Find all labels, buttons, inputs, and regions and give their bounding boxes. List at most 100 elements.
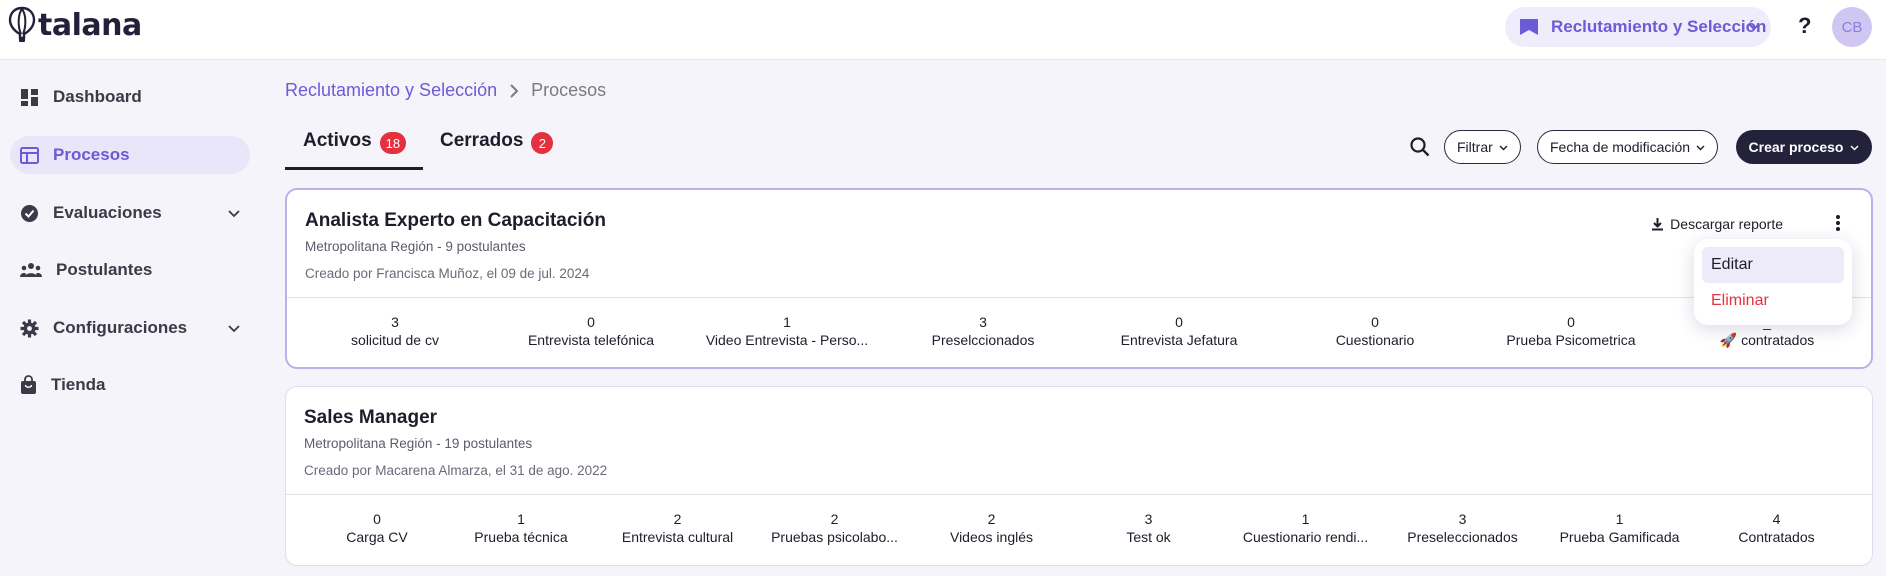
stage-item[interactable]: 1 Video Entrevista - Perso... (697, 313, 877, 349)
stage-item[interactable]: 3 Preseleccionados (1384, 510, 1541, 546)
stage-count: 3 (979, 314, 987, 330)
stage-count: 3 (1458, 511, 1467, 527)
chevron-down-icon (1748, 23, 1760, 31)
check-circle-icon (21, 204, 38, 222)
chevron-right-icon (510, 83, 519, 98)
sidebar-item-label: Tienda (51, 375, 106, 394)
stage-count: 1 (1615, 511, 1624, 527)
search-icon[interactable] (1409, 136, 1431, 158)
stage-item[interactable]: 3 solicitud de cv (305, 313, 485, 349)
stage-item[interactable]: 3 Test ok (1070, 510, 1227, 546)
stage-label: Pruebas psicolabo... (771, 529, 898, 545)
sort-by-date-button[interactable]: Fecha de modificación (1537, 130, 1719, 164)
sidebar-item-label: Postulantes (56, 260, 153, 279)
stage-item[interactable]: 0 Entrevista telefónica (501, 313, 681, 349)
stage-item[interactable]: 2 Entrevista cultural (599, 510, 756, 546)
sidebar-item-procesos[interactable]: Procesos (10, 136, 250, 174)
sidebar-item-label: Evaluaciones (53, 203, 162, 222)
card-divider (287, 297, 1871, 298)
stage-count: 0 (1175, 314, 1183, 330)
stage-item[interactable]: 3 Preselccionados (893, 313, 1073, 349)
sort-label: Fecha de modificación (1550, 139, 1691, 155)
sidebar-item-tienda[interactable]: Tienda (10, 366, 250, 404)
stage-count: 1 (1301, 511, 1310, 527)
sidebar-item-label: Procesos (53, 145, 130, 164)
breadcrumb-current: Procesos (531, 80, 607, 100)
stage-count: 2 (987, 511, 996, 527)
breadcrumb: Reclutamiento y Selección Procesos (285, 80, 606, 101)
stage-count: 3 (1144, 511, 1153, 527)
stage-item[interactable]: 2 Videos inglés (913, 510, 1070, 546)
stage-count: 2 (830, 511, 839, 527)
delete-menu-item[interactable]: Eliminar (1711, 292, 1769, 309)
stage-item[interactable]: 1 Cuestionario rendi... (1227, 510, 1384, 546)
stage-item[interactable]: 4 Contratados (1698, 510, 1855, 546)
process-created: Creado por Francisca Muñoz, el 09 de jul… (305, 266, 590, 281)
stage-item[interactable]: 1 Prueba Gamificada (1541, 510, 1698, 546)
chevron-down-icon (228, 325, 240, 333)
stage-label: Prueba Gamificada (1559, 529, 1680, 545)
stage-count: 2 (673, 511, 682, 527)
stage-label: Entrevista Jefatura (1120, 332, 1238, 348)
tab-label: Cerrados (440, 130, 524, 151)
process-title[interactable]: Sales Manager (304, 407, 438, 428)
people-icon (20, 263, 42, 277)
filter-button[interactable]: Filtrar (1444, 130, 1521, 164)
download-report-button[interactable]: Descargar reporte (1651, 216, 1783, 232)
count-badge: 2 (531, 132, 554, 154)
stage-label: Test ok (1126, 529, 1171, 545)
module-selector[interactable]: Reclutamiento y Selección (1505, 7, 1771, 47)
sidebar-item-configuraciones[interactable]: Configuraciones (10, 309, 250, 347)
create-label: Crear proceso (1748, 139, 1844, 155)
stage-label: Preselccionados (931, 332, 1035, 348)
table-icon (20, 146, 39, 164)
sidebar-item-postulantes[interactable]: Postulantes (10, 251, 250, 289)
stage-count: 0 (587, 314, 595, 330)
sidebar: Dashboard Procesos Evaluaciones Postulan… (0, 60, 260, 576)
stage-item[interactable]: 0 Entrevista Jefatura (1089, 313, 1269, 349)
sidebar-item-dashboard[interactable]: Dashboard (10, 78, 250, 116)
chevron-down-icon (1696, 145, 1705, 150)
stage-label: solicitud de cv (351, 332, 439, 348)
process-card[interactable]: Analista Experto en Capacitación Metropo… (285, 188, 1873, 369)
talana-logo[interactable]: talana (8, 6, 142, 44)
stage-label: Video Entrevista - Perso... (705, 332, 869, 348)
process-subtitle: Metropolitana Región - 19 postulantes (304, 436, 533, 451)
edit-menu-item[interactable]: Editar (1702, 247, 1844, 283)
process-subtitle: Metropolitana Región - 9 postulantes (305, 239, 526, 254)
help-icon[interactable]: ? (1798, 13, 1812, 38)
stage-label: Carga CV (346, 529, 408, 545)
shopping-bag-icon (21, 375, 36, 394)
logo-text: talana (38, 7, 142, 43)
breadcrumb-parent-link[interactable]: Reclutamiento y Selección (285, 80, 498, 100)
sidebar-item-evaluaciones[interactable]: Evaluaciones (10, 194, 250, 232)
stage-label: Cuestionario rendi... (1242, 529, 1369, 545)
filter-label: Filtrar (1457, 139, 1493, 155)
more-options-icon[interactable] (1835, 214, 1841, 232)
bookmark-flag-icon (1520, 19, 1538, 35)
download-label: Descargar reporte (1670, 216, 1783, 232)
download-icon (1652, 218, 1664, 231)
avatar[interactable]: CB (1832, 7, 1872, 47)
stage-count: 0 (1371, 314, 1379, 330)
stage-item[interactable]: 0 Prueba Psicometrica (1481, 313, 1661, 349)
stage-item[interactable]: 2 Pruebas psicolabo... (756, 510, 913, 546)
stage-label: Prueba técnica (474, 529, 568, 545)
stage-item[interactable]: 0 Cuestionario (1285, 313, 1465, 349)
card-divider (286, 494, 1872, 495)
chevron-down-icon (1850, 145, 1859, 150)
process-card[interactable]: Sales Manager Metropolitana Región - 19 … (285, 386, 1873, 566)
stage-item[interactable]: 1 Prueba técnica (443, 510, 599, 546)
stage-label: Prueba Psicometrica (1506, 332, 1636, 348)
module-label: Reclutamiento y Selección (1551, 17, 1767, 36)
process-title[interactable]: Analista Experto en Capacitación (305, 210, 606, 231)
tab-cerrados[interactable]: Cerrados 2 (440, 130, 554, 170)
tab-label: Activos (303, 130, 372, 151)
stage-item[interactable]: 0 Carga CV (286, 510, 468, 546)
chevron-down-icon (228, 210, 240, 218)
create-process-button[interactable]: Crear proceso (1736, 130, 1872, 164)
balloon-icon (8, 6, 36, 42)
stage-count: 1 (517, 511, 525, 527)
tab-activos[interactable]: Activos 18 (285, 130, 423, 170)
gear-icon (20, 319, 39, 337)
